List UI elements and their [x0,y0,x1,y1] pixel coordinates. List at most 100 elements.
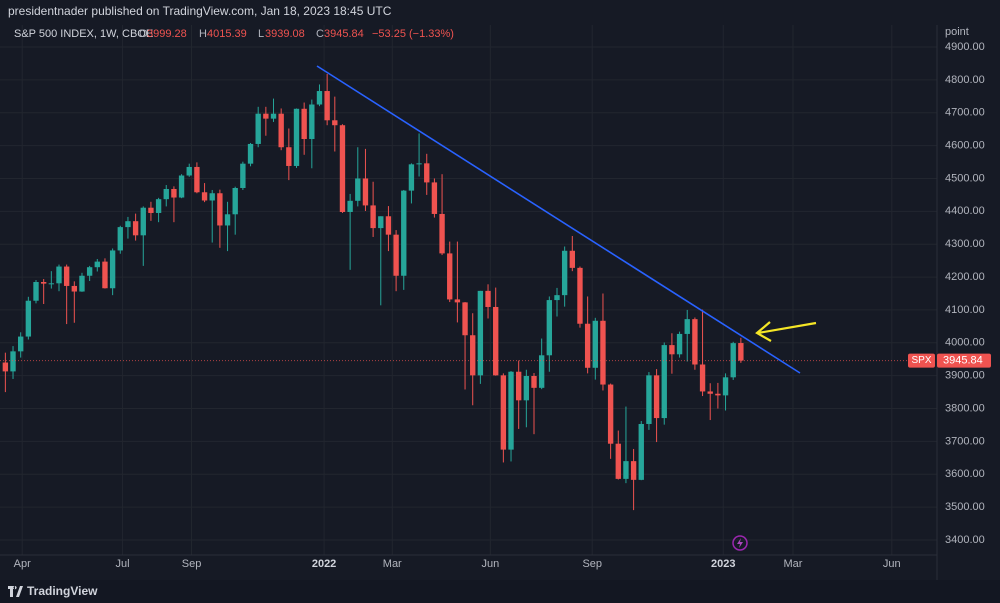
x-tick-label: Mar [783,558,802,570]
x-tick-label: 2022 [312,558,336,570]
y-tick-label: 4100.00 [945,304,985,316]
y-tick-label: 4400.00 [945,205,985,217]
x-tick-label: Apr [14,558,31,570]
candle-body [722,377,729,396]
candle-body [500,375,507,450]
price-badge [937,353,991,368]
change-value: −53.25 (−1.33%) [372,28,454,40]
footer-bar [0,580,1000,603]
y-tick-label: 3800.00 [945,402,985,414]
candle-body [393,234,399,276]
x-tick-label: Jun [481,558,499,570]
symbol-badge-label: SPX [911,355,931,366]
candle-body [217,193,223,226]
candle-body [462,302,468,336]
candle-body [201,192,208,201]
y-tick-label: 4500.00 [945,172,985,184]
candle-body [102,261,108,289]
candle-body [301,108,307,140]
candle-body [40,281,47,284]
event-icon[interactable] [732,535,748,551]
candle-body [707,391,713,394]
x-tick-label: 2023 [711,558,735,570]
x-tick-label: Sep [182,558,202,570]
ohlc-prefix: L [258,28,264,40]
candle-body [715,393,721,396]
candles [0,73,908,511]
candle-body [18,336,24,352]
ohlc-value: 3939.08 [265,28,305,40]
candle-body [424,163,430,183]
candle-body [63,266,70,286]
candle-body [33,281,39,301]
candle-body [646,375,652,424]
candle-body [676,333,683,355]
x-tick-label: Jul [116,558,130,570]
event-circle[interactable] [732,535,748,551]
candle-body [385,216,392,235]
candle-body [493,306,499,376]
publisher-line: presidentnader published on TradingView.… [8,4,392,18]
candle-body [48,283,55,285]
candle-body [148,207,154,213]
candle-body [316,91,323,105]
y-tick-label: 3600.00 [945,468,985,480]
candle-body [538,355,545,388]
candle-body [79,275,85,292]
candle-body [470,335,476,376]
price-badge-label: 3945.84 [943,355,983,367]
candle-body [125,221,131,228]
candle-body [600,320,606,385]
y-tick-label: 4000.00 [945,337,985,349]
candle-body [485,290,491,307]
candle-body [401,190,407,276]
y-tick-label: 4800.00 [945,74,985,86]
y-tick-label: 3400.00 [945,534,985,546]
brand-name[interactable]: TradingView [27,584,98,598]
candle-body [178,175,185,198]
candle-body [669,345,675,355]
candle-body [171,188,177,198]
candle-body [508,371,514,450]
symbol-badge [908,353,935,368]
trend-line [316,65,801,374]
candle-body [592,320,598,368]
candle-body [699,364,706,392]
candle-body [332,120,338,126]
candle-body [523,375,530,401]
candle-body [132,221,139,236]
candle-body [623,461,629,479]
candle-body [278,113,284,148]
candle-body [86,267,93,276]
candle-body [224,214,231,226]
candle-body [25,300,32,337]
candle-body [263,113,269,119]
ohlc-prefix: C [316,28,324,40]
ohlc-value: 3945.84 [324,28,364,40]
candle-body [286,147,292,166]
candle-body [194,166,200,193]
y-tick-label: 4700.00 [945,107,985,119]
candle-body [447,253,453,300]
candle-body [378,216,384,229]
y-tick-label: 4200.00 [945,271,985,283]
candle-body [531,375,537,388]
x-tick-label: Mar [383,558,402,570]
candle-body [577,267,583,324]
candle-body [684,319,690,334]
candle-body [638,423,644,480]
candle-body [10,351,16,372]
candle-body [339,125,346,212]
y-tick-label: 3700.00 [945,435,985,447]
y-tick-label: 4600.00 [945,139,985,151]
candle-body [554,295,560,301]
candle-body [738,343,744,361]
candle-body [439,213,445,254]
x-tick-label: Jun [883,558,901,570]
brand-logo[interactable]: TradingView [8,584,98,598]
candle-body [607,384,614,444]
x-tick-label: Sep [582,558,602,570]
candle-body [416,163,422,165]
